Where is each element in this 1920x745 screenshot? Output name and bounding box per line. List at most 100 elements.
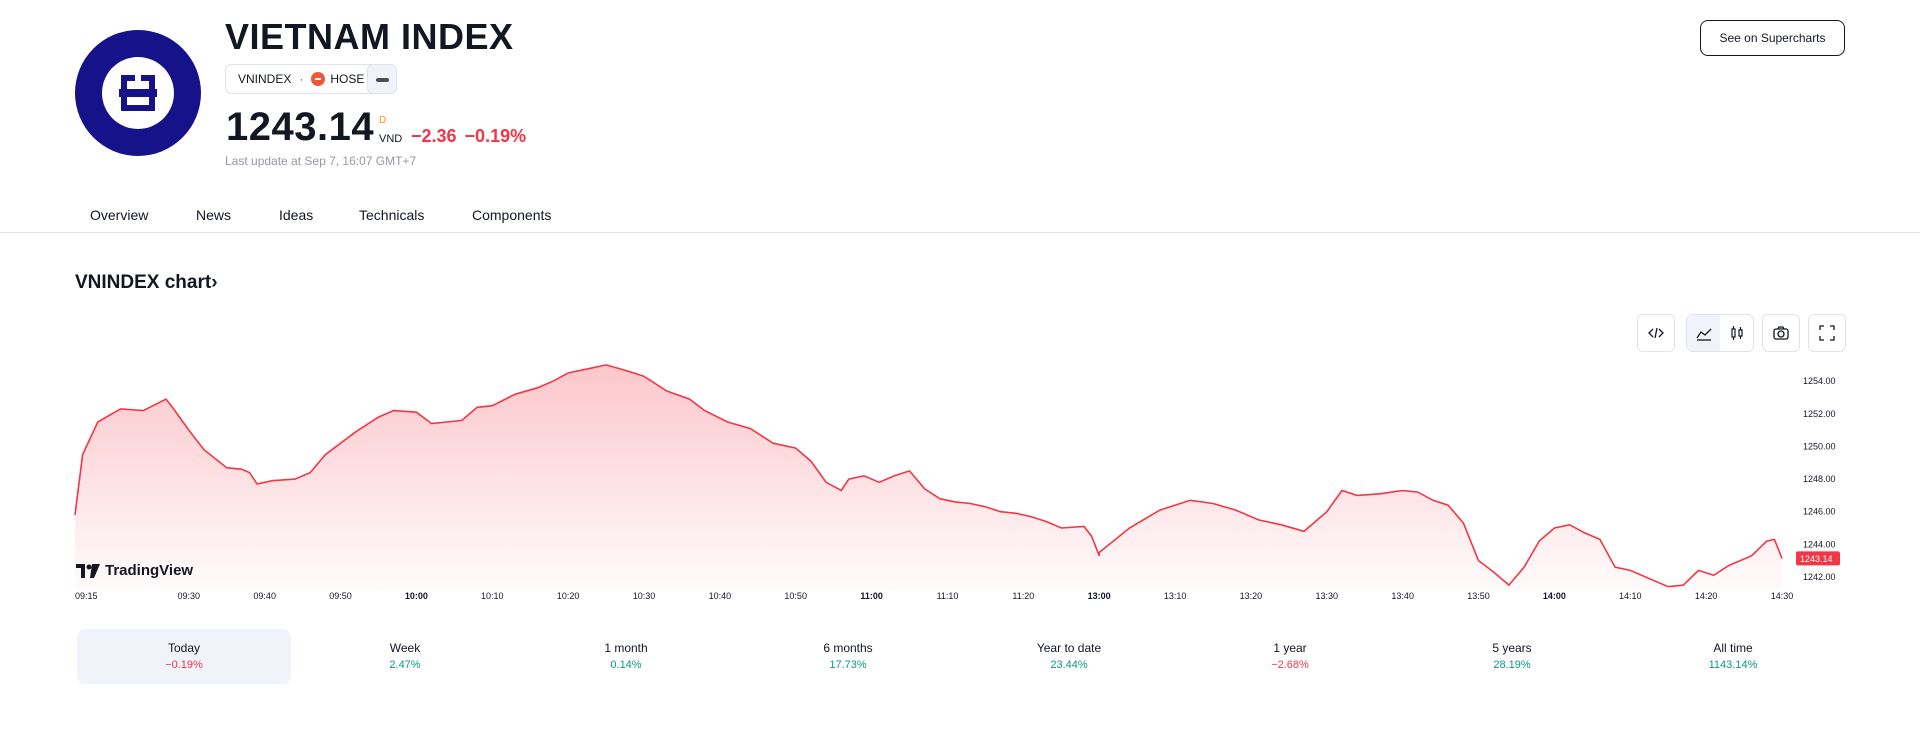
period-year-to-date[interactable]: Year to date 23.44% xyxy=(962,629,1176,684)
candles-icon xyxy=(1730,326,1743,340)
y-tick-label: 1250.00 xyxy=(1803,442,1836,452)
tab-overview[interactable]: Overview xyxy=(90,207,149,223)
currency-label: VND xyxy=(379,133,403,145)
period-all-time[interactable]: All time 1143.14% xyxy=(1626,629,1840,684)
x-tick-label: 13:40 xyxy=(1391,591,1414,601)
period-value: 1143.14% xyxy=(1708,659,1758,671)
tab-bar: Overview News Ideas Technicals Component… xyxy=(0,205,1920,233)
period-value: 23.44% xyxy=(1050,659,1088,671)
tab-technicals[interactable]: Technicals xyxy=(359,207,425,223)
embed-tool-group xyxy=(1637,314,1675,352)
x-tick-label: 13:30 xyxy=(1316,591,1339,601)
candles-button[interactable] xyxy=(1720,315,1753,351)
y-tick-label: 1244.00 xyxy=(1803,539,1836,549)
fullscreen-icon xyxy=(1819,325,1835,341)
tab-ideas[interactable]: Ideas xyxy=(279,207,314,223)
see-on-supercharts-button[interactable]: See on Supercharts xyxy=(1700,20,1845,56)
y-tick-label: 1252.00 xyxy=(1803,409,1836,419)
period-value: −0.19% xyxy=(165,659,203,671)
x-tick-label: 14:30 xyxy=(1771,591,1794,601)
x-tick-label: 13:20 xyxy=(1240,591,1263,601)
period-label: Week xyxy=(389,641,421,655)
chart-type-group xyxy=(1686,314,1754,352)
x-tick-label: 10:50 xyxy=(784,591,807,601)
x-tick-label: 09:50 xyxy=(329,591,352,601)
change-percent: −0.19% xyxy=(464,126,527,146)
exchange-label: HOSE xyxy=(330,72,365,86)
fullscreen-button[interactable] xyxy=(1809,315,1845,351)
period-value: 28.19% xyxy=(1493,659,1531,671)
symbol-badge[interactable]: VNINDEX · HOSE xyxy=(225,64,378,94)
period-value: −2.68% xyxy=(1271,659,1309,671)
area-chart-button[interactable] xyxy=(1687,315,1720,351)
x-tick-label: 09:30 xyxy=(178,591,201,601)
x-tick-label: 14:10 xyxy=(1619,591,1642,601)
chart-section-title[interactable]: VNINDEX chart› xyxy=(75,272,218,293)
period-performance: Today −0.19% Week 2.47% 1 month 0.14% 6 … xyxy=(77,629,1847,684)
vnindex-logo xyxy=(75,30,201,156)
symbol-label: VNINDEX xyxy=(238,72,292,86)
tab-news[interactable]: News xyxy=(196,207,232,223)
symbol-separator: · xyxy=(299,72,304,86)
period-value: 2.47% xyxy=(389,659,421,671)
exchange-icon xyxy=(311,72,326,86)
y-tick-label: 1246.00 xyxy=(1803,507,1836,517)
period-today[interactable]: Today −0.19% xyxy=(77,629,291,684)
change-absolute: −2.36 xyxy=(411,126,457,146)
x-tick-label: 13:50 xyxy=(1467,591,1490,601)
snapshot-button[interactable] xyxy=(1763,315,1799,351)
price-line xyxy=(74,364,1783,588)
y-tick-label: 1254.00 xyxy=(1803,376,1836,386)
tab-components[interactable]: Components xyxy=(472,207,552,223)
x-tick-label: 13:00 xyxy=(1088,591,1111,601)
period-1-month[interactable]: 1 month 0.14% xyxy=(519,629,733,684)
period-label: 1 month xyxy=(604,641,648,655)
last-price-tag-label: 1243.14 xyxy=(1800,554,1833,564)
x-tick-label: 11:00 xyxy=(860,591,883,601)
period-5-years[interactable]: 5 years 28.19% xyxy=(1405,629,1619,684)
price-change: −2.36 −0.19% xyxy=(411,126,526,147)
x-tick-label: 10:40 xyxy=(709,591,732,601)
area-chart-icon xyxy=(1695,328,1711,341)
x-tick-label: 14:00 xyxy=(1543,591,1566,601)
embed-icon xyxy=(1648,327,1664,339)
last-update-text: Last update at Sep 7, 16:07 GMT+7 xyxy=(225,154,417,168)
page-title: VIETNAM INDEX xyxy=(225,16,514,57)
vnindex-logo-mark xyxy=(102,57,174,129)
x-tick-label: 10:10 xyxy=(481,591,504,601)
x-tick-label: 10:30 xyxy=(633,591,656,601)
snapshot-tool-group xyxy=(1762,314,1800,352)
x-tick-label: 14:20 xyxy=(1695,591,1718,601)
y-tick-label: 1248.00 xyxy=(1803,474,1836,484)
x-tick-label: 11:20 xyxy=(1012,591,1034,601)
last-price: 1243.14 xyxy=(226,105,375,149)
tradingview-watermark: TradingView xyxy=(76,562,193,579)
embed-button[interactable] xyxy=(1638,315,1674,351)
market-status-indicator: D xyxy=(379,115,387,126)
period-label: All time xyxy=(1713,641,1753,655)
x-tick-label: 10:00 xyxy=(405,591,428,601)
x-tick-label: 11:10 xyxy=(937,591,959,601)
more-options-button[interactable] xyxy=(367,64,397,94)
period-label: Today xyxy=(167,641,201,655)
price-chart[interactable]: 1254.00 1252.00 1250.00 1248.00 1246.00 1244.… xyxy=(0,360,1920,610)
x-tick-label: 13:10 xyxy=(1164,591,1187,601)
x-tick-label: 09:40 xyxy=(253,591,276,601)
period-label: Year to date xyxy=(1036,641,1102,655)
period-label: 5 years xyxy=(1492,641,1532,655)
period-label: 6 months xyxy=(823,641,873,655)
camera-icon xyxy=(1773,326,1789,340)
period-value: 0.14% xyxy=(610,659,642,671)
y-tick-label: 1242.00 xyxy=(1803,572,1836,582)
tradingview-logo-icon xyxy=(76,563,100,578)
period-6-months[interactable]: 6 months 17.73% xyxy=(741,629,955,684)
period-1-year[interactable]: 1 year −2.68% xyxy=(1183,629,1397,684)
fullscreen-tool-group xyxy=(1808,314,1846,352)
last-price-tag xyxy=(1796,551,1840,566)
x-tick-label: 10:20 xyxy=(557,591,580,601)
period-week[interactable]: Week 2.47% xyxy=(298,629,512,684)
area-fill xyxy=(75,364,1782,590)
tradingview-label: TradingView xyxy=(105,562,194,579)
period-label: 1 year xyxy=(1273,641,1307,655)
more-icon xyxy=(376,78,389,82)
